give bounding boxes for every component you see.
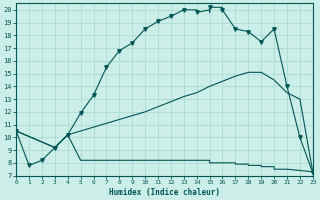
X-axis label: Humidex (Indice chaleur): Humidex (Indice chaleur) (109, 188, 220, 197)
